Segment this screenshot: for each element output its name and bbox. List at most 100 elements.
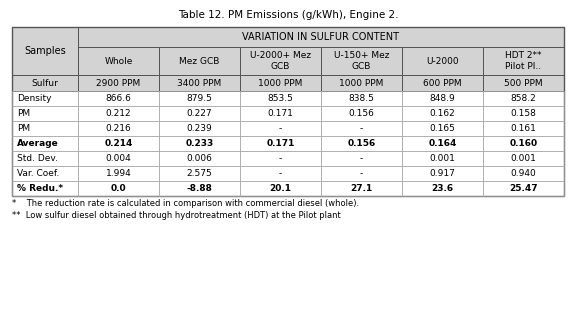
Bar (12, 91, 78, 106)
Text: -: - (360, 154, 363, 163)
Bar (402, 166, 483, 181)
Text: Var. Coef.: Var. Coef. (17, 169, 59, 178)
Bar (402, 106, 483, 121)
Bar (402, 106, 483, 121)
Bar (240, 166, 321, 181)
Text: 0.001: 0.001 (430, 154, 456, 163)
Bar (402, 47, 483, 75)
Text: Std. Dev.: Std. Dev. (17, 154, 58, 163)
Bar (159, 106, 240, 121)
Bar (159, 136, 240, 151)
Bar (483, 75, 564, 91)
Bar (402, 121, 483, 136)
Text: Table 12. PM Emissions (g/kWh), Engine 2.: Table 12. PM Emissions (g/kWh), Engine 2… (178, 10, 398, 20)
Text: 1.994: 1.994 (105, 169, 131, 178)
Bar (240, 47, 321, 75)
Bar (402, 151, 483, 166)
Text: 0.940: 0.940 (511, 169, 536, 178)
Bar (321, 166, 402, 181)
Text: 25.47: 25.47 (509, 184, 538, 193)
Bar (78, 91, 159, 106)
Text: U-2000: U-2000 (426, 57, 459, 65)
Text: -: - (279, 154, 282, 163)
Text: -: - (279, 169, 282, 178)
Bar (402, 91, 483, 106)
Text: 0.239: 0.239 (187, 124, 213, 133)
Text: -8.88: -8.88 (187, 184, 213, 193)
Bar (159, 75, 240, 91)
Bar (483, 136, 564, 151)
Bar (159, 121, 240, 136)
Bar (12, 27, 78, 75)
Bar (12, 106, 78, 121)
Text: PM: PM (17, 109, 30, 118)
Text: 2900 PPM: 2900 PPM (96, 78, 141, 88)
Bar (78, 151, 159, 166)
Bar (159, 151, 240, 166)
Bar (240, 181, 321, 196)
Text: Mez GCB: Mez GCB (179, 57, 219, 65)
Text: 0.161: 0.161 (510, 124, 536, 133)
Bar (159, 151, 240, 166)
Bar (402, 166, 483, 181)
Bar (159, 91, 240, 106)
Text: U-2000+ Mez
GCB: U-2000+ Mez GCB (250, 51, 311, 71)
Bar (78, 91, 159, 106)
Text: 848.9: 848.9 (430, 94, 456, 103)
Text: 600 PPM: 600 PPM (423, 78, 462, 88)
Bar (483, 181, 564, 196)
Text: U-150+ Mez
GCB: U-150+ Mez GCB (334, 51, 389, 71)
Bar (402, 181, 483, 196)
Text: 0.004: 0.004 (105, 154, 131, 163)
Text: % Redu.*: % Redu.* (17, 184, 63, 193)
Text: Density: Density (17, 94, 51, 103)
Bar (483, 151, 564, 166)
Bar (240, 151, 321, 166)
Bar (240, 106, 321, 121)
Bar (321, 47, 402, 75)
Text: 2.575: 2.575 (187, 169, 213, 178)
Text: VARIATION IN SULFUR CONTENT: VARIATION IN SULFUR CONTENT (242, 32, 400, 42)
Bar (402, 181, 483, 196)
Bar (483, 75, 564, 91)
Bar (12, 106, 78, 121)
Text: PM: PM (17, 124, 30, 133)
Bar (159, 136, 240, 151)
Bar (402, 136, 483, 151)
Bar (321, 136, 402, 151)
Bar (402, 121, 483, 136)
Bar (12, 181, 78, 196)
Text: *    The reduction rate is calculated in comparison with commercial diesel (whol: * The reduction rate is calculated in co… (12, 199, 359, 209)
Text: 1000 PPM: 1000 PPM (258, 78, 302, 88)
Bar (12, 121, 78, 136)
Bar (402, 47, 483, 75)
Text: 0.164: 0.164 (429, 139, 457, 148)
Bar (321, 181, 402, 196)
Text: 3400 PPM: 3400 PPM (177, 78, 222, 88)
Text: 0.0: 0.0 (111, 184, 126, 193)
Bar (78, 181, 159, 196)
Bar (159, 166, 240, 181)
Bar (159, 166, 240, 181)
Bar (483, 136, 564, 151)
Bar (483, 47, 564, 75)
Text: 0.001: 0.001 (510, 154, 536, 163)
Bar (321, 181, 402, 196)
Bar (78, 106, 159, 121)
Bar (240, 136, 321, 151)
Bar (483, 181, 564, 196)
Text: 0.917: 0.917 (430, 169, 456, 178)
Bar (78, 27, 564, 47)
Text: 0.165: 0.165 (430, 124, 456, 133)
Bar (483, 91, 564, 106)
Text: 0.156: 0.156 (348, 109, 374, 118)
Text: 853.5: 853.5 (268, 94, 293, 103)
Bar (12, 136, 78, 151)
Bar (240, 91, 321, 106)
Bar (78, 181, 159, 196)
Bar (240, 106, 321, 121)
Bar (483, 106, 564, 121)
Bar (321, 75, 402, 91)
Bar (321, 75, 402, 91)
Bar (240, 121, 321, 136)
